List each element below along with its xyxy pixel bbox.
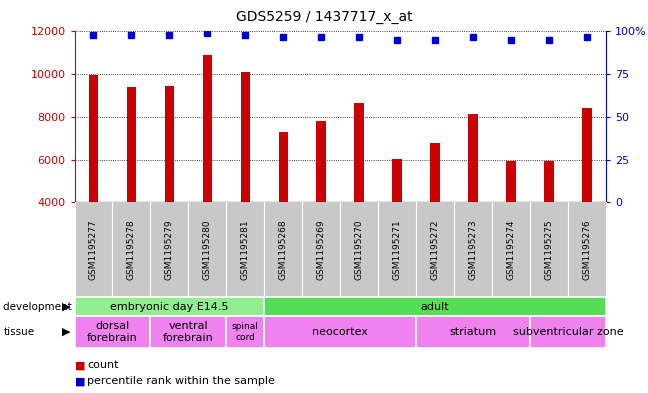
- Text: GSM1195274: GSM1195274: [507, 219, 516, 280]
- Bar: [469, 114, 478, 202]
- Text: GSM1195279: GSM1195279: [165, 219, 174, 280]
- Bar: [279, 132, 288, 202]
- Bar: [506, 161, 516, 202]
- Bar: [89, 75, 98, 202]
- Text: GSM1195278: GSM1195278: [127, 219, 136, 280]
- Text: tissue: tissue: [3, 327, 34, 337]
- Text: GSM1195277: GSM1195277: [89, 219, 98, 280]
- Text: GSM1195271: GSM1195271: [393, 219, 402, 280]
- Text: striatum: striatum: [450, 327, 496, 337]
- Bar: [316, 121, 326, 202]
- Text: ▶: ▶: [62, 327, 70, 337]
- Text: GSM1195275: GSM1195275: [544, 219, 553, 280]
- Text: count: count: [87, 360, 119, 371]
- Text: ■: ■: [75, 376, 85, 386]
- Text: adult: adult: [421, 301, 450, 312]
- Text: GSM1195280: GSM1195280: [203, 219, 212, 280]
- Text: GSM1195270: GSM1195270: [354, 219, 364, 280]
- Text: GSM1195269: GSM1195269: [317, 219, 326, 280]
- Text: percentile rank within the sample: percentile rank within the sample: [87, 376, 275, 386]
- Text: spinal
cord: spinal cord: [232, 322, 259, 342]
- Bar: [430, 143, 440, 202]
- Bar: [165, 86, 174, 202]
- Text: neocortex: neocortex: [312, 327, 368, 337]
- Bar: [240, 72, 250, 202]
- Text: GSM1195273: GSM1195273: [469, 219, 478, 280]
- Text: GSM1195268: GSM1195268: [279, 219, 288, 280]
- Bar: [544, 161, 553, 202]
- Text: ■: ■: [75, 360, 85, 371]
- Text: GSM1195281: GSM1195281: [241, 219, 250, 280]
- Text: development stage: development stage: [3, 301, 104, 312]
- Bar: [127, 87, 136, 202]
- Text: GSM1195276: GSM1195276: [583, 219, 592, 280]
- Text: ▶: ▶: [62, 301, 70, 312]
- Text: GSM1195272: GSM1195272: [430, 219, 439, 280]
- Bar: [393, 159, 402, 202]
- Text: GDS5259 / 1437717_x_at: GDS5259 / 1437717_x_at: [236, 10, 412, 24]
- Text: embryonic day E14.5: embryonic day E14.5: [110, 301, 229, 312]
- Text: dorsal
forebrain: dorsal forebrain: [87, 321, 138, 343]
- Bar: [203, 55, 212, 202]
- Text: subventricular zone: subventricular zone: [513, 327, 623, 337]
- Text: ventral
forebrain: ventral forebrain: [163, 321, 214, 343]
- Bar: [354, 103, 364, 202]
- Bar: [582, 108, 592, 202]
